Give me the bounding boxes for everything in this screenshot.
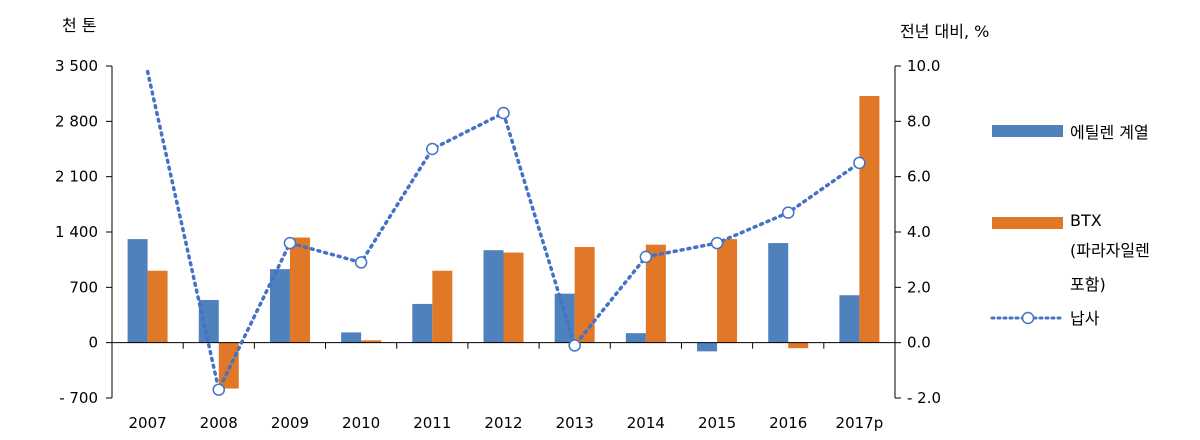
bar-ethylene [483,250,504,343]
left-axis-tick-label: 2 800 [55,112,98,130]
marker-naphtha [781,206,795,219]
left-axis-tick-label: 0 [88,334,98,352]
x-axis-labels: 2007 2008 2009 2010 2011 2012 2013 2014 2015 2016… [128,414,883,432]
bar-btx [503,252,524,343]
x-axis-label: 2009 [271,414,309,432]
bar-ethylene [341,332,362,343]
bar-btx [788,342,809,349]
marker-naphtha [710,236,724,250]
left-axis-tick-label: 2 100 [55,168,98,186]
marker-naphtha [212,383,226,396]
right-axis: 10.0 8.0 6.0 4.0 2.0 0.0 - 2.0 [895,57,941,407]
right-axis-tick-label: - 2.0 [907,389,941,407]
legend-label-btx-line2: (파라자일렌 [1070,241,1150,260]
marker-naphtha [497,106,510,120]
bar-ethylene [839,295,860,343]
marker-naphtha [853,156,866,170]
right-axis-tick-label: 0.0 [907,334,931,352]
bar-btx [289,237,310,343]
x-axis-label: 2008 [200,414,238,432]
x-axis-label: 2010 [342,414,380,432]
x-axis-label: 2014 [627,414,665,432]
bar-btx [147,270,168,343]
right-axis-tick-label: 10.0 [907,57,940,75]
bar-layer [127,96,880,389]
left-axis-unit-label: 천 톤 [62,16,97,35]
legend-swatch-btx [992,217,1063,229]
right-axis-tick-label: 4.0 [907,223,931,241]
bar-btx [432,270,453,343]
x-axis-label: 2013 [556,414,594,432]
bar-btx [859,96,880,343]
marker-naphtha [354,256,368,269]
legend-marker-naphtha [1021,311,1035,325]
legend-label-btx-line3: 포함) [1070,275,1106,294]
left-axis-tick-label: - 700 [59,389,98,407]
legend-swatch-ethylene [992,125,1063,137]
left-axis-tick-label: 700 [69,278,98,296]
right-axis-tick-label: 2.0 [907,278,931,296]
right-axis-unit-label: 전년 대비, % [900,22,989,41]
marker-naphtha [639,250,653,264]
left-axis: 3 500 2 800 2 100 1 400 700 0 - 700 [55,57,112,407]
bar-ethylene [127,239,148,343]
x-axis-label: 2017p [836,414,884,432]
x-axis-label: 2007 [128,414,166,432]
left-axis-tick-label: 3 500 [55,57,98,75]
bar-btx [717,239,738,343]
x-axis-label: 2015 [698,414,736,432]
right-axis-tick-label: 8.0 [907,112,931,130]
line-layer [145,69,866,396]
legend-label-naphtha: 납사 [1070,309,1100,328]
marker-naphtha [426,142,439,156]
left-axis-tick-label: 1 400 [55,223,98,241]
x-axis-label: 2016 [769,414,807,432]
bar-btx [574,247,595,343]
legend-label-ethylene: 에틸렌 계열 [1070,123,1149,142]
x-axis-label: 2012 [484,414,522,432]
bar-ethylene [198,299,219,343]
bar-ethylene [625,333,646,343]
bar-btx [361,340,382,343]
bar-ethylene [412,303,433,343]
x-axis-label: 2011 [413,414,451,432]
bar-btx [645,244,666,343]
bar-ethylene [768,243,789,343]
marker-naphtha [568,339,581,352]
right-axis-tick-label: 6.0 [907,168,931,186]
bar-ethylene [269,269,290,343]
bar-ethylene [697,342,718,352]
legend: 에틸렌 계열 BTX (파라자일렌 포함) 납사 [990,123,1150,328]
marker-naphtha [283,236,297,250]
legend-label-btx: BTX [1070,211,1102,230]
